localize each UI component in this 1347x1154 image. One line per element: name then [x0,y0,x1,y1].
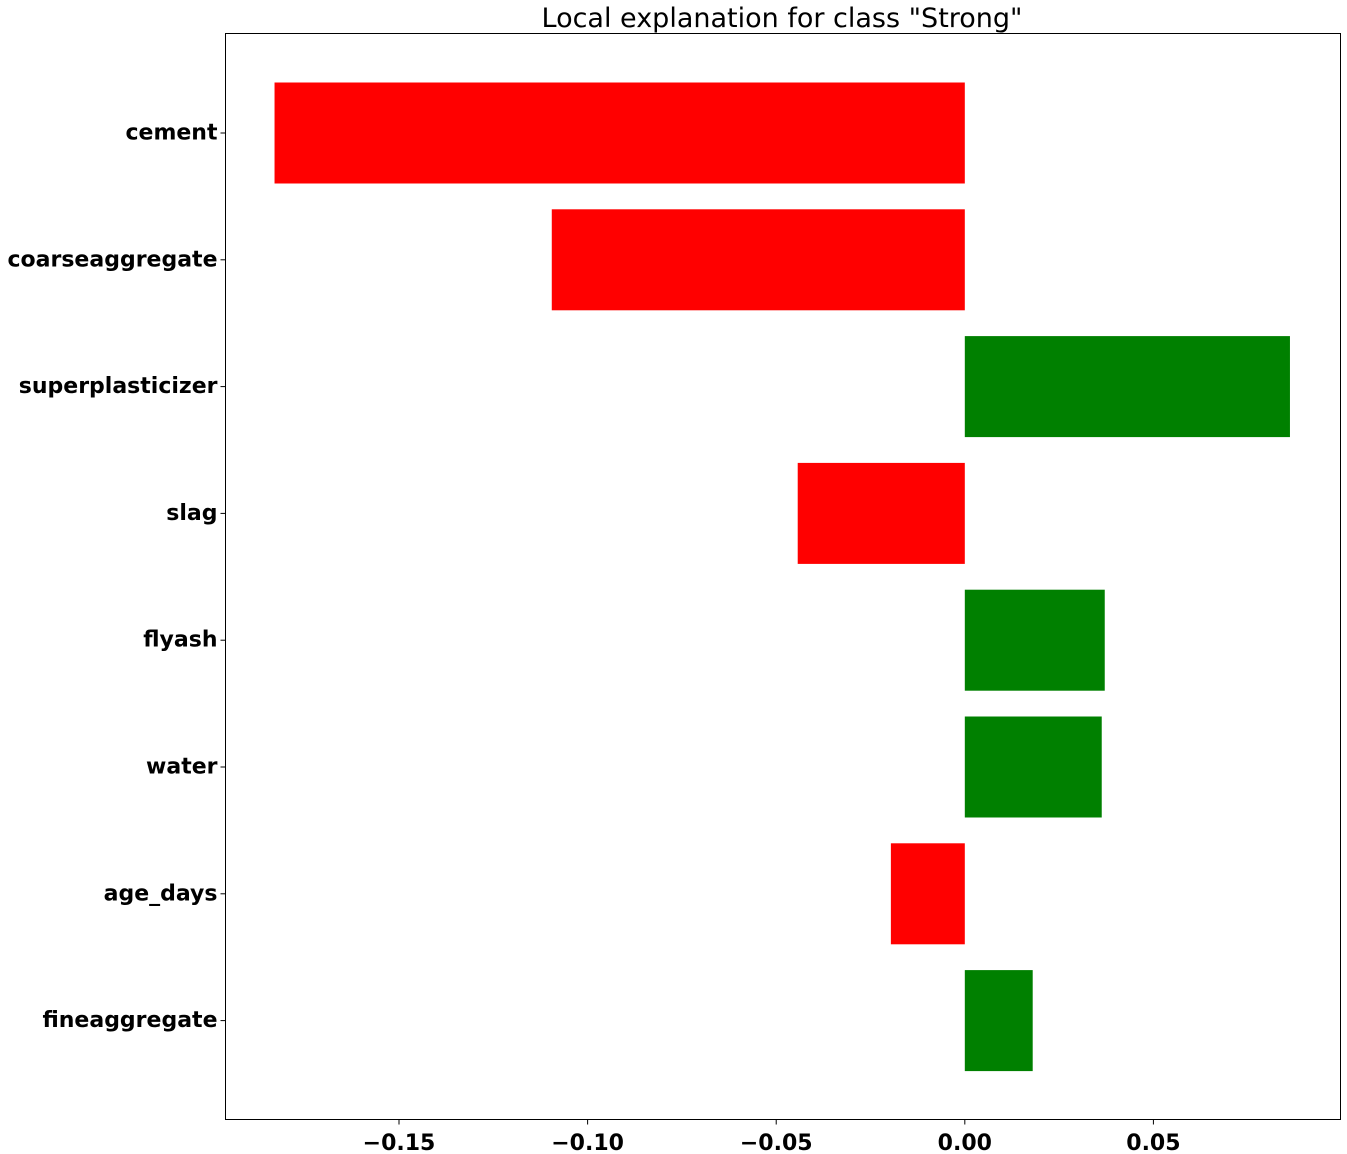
plot-frame [225,33,1341,1120]
bar-coarseaggregate [551,209,965,311]
y-tick-label: age_days [104,881,218,906]
y-tick-label: fineaggregate [42,1008,217,1033]
x-tick-label: −0.05 [740,1131,813,1154]
chart-title: Local explanation for class "Strong" [542,3,1023,34]
bar-cement [274,82,965,184]
bar-age_days [890,843,965,945]
bar-superplasticizer [964,336,1290,438]
bar-slag [797,462,965,564]
bar-flyash [964,589,1105,691]
bar-water [964,716,1102,818]
y-tick-label: flyash [143,628,217,653]
bars-group [274,82,1290,1072]
x-tick-label: −0.10 [551,1131,624,1154]
x-tick-label: 0.05 [1126,1131,1180,1154]
x-tick-label: −0.15 [363,1131,436,1154]
x-axis: −0.15 −0.10 −0.05 0.00 0.05 [363,1119,1181,1154]
y-axis: cement coarseaggregate superplasticizer sla… [7,121,226,1033]
y-tick-label: coarseaggregate [7,247,217,272]
bar-fineaggregate [964,970,1033,1072]
y-tick-label: superplasticizer [19,374,218,399]
y-tick-label: slag [166,501,217,526]
x-tick-label: 0.00 [938,1131,992,1154]
y-tick-label: cement [126,121,218,146]
y-tick-label: water [146,755,218,780]
